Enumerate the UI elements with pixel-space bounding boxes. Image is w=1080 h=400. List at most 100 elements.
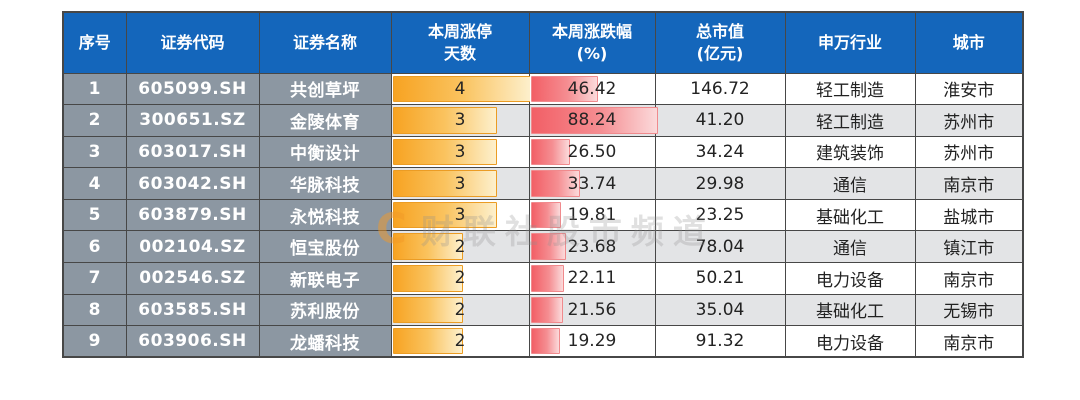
cell-industry: 通信	[784, 230, 916, 264]
column-header-market-cap: 总市值 (亿元)	[654, 11, 786, 74]
cell-seq: 8	[62, 293, 127, 327]
cell-limit-up-days: 3	[390, 104, 530, 137]
cell-name: 龙蟠科技	[258, 325, 392, 358]
cell-name: 共创草坪	[258, 72, 392, 106]
cell-name: 新联电子	[258, 262, 392, 295]
cell-market-cap: 29.98	[654, 167, 786, 200]
cell-name: 苏利股份	[258, 293, 392, 327]
table-row: 6 002104.SZ 恒宝股份 2 23.68 78.04 通信 镇江市	[62, 230, 1024, 264]
change-pct-data-bar	[530, 233, 566, 261]
days-data-bar	[392, 201, 498, 229]
cell-industry: 电力设备	[784, 325, 916, 358]
cell-city: 南京市	[914, 262, 1024, 295]
table-row: 5 603879.SH 永悦科技 3 19.81 23.25 基础化工 盐城市	[62, 198, 1024, 232]
cell-industry: 通信	[784, 167, 916, 200]
days-data-bar	[392, 233, 463, 261]
cell-code: 605099.SH	[125, 72, 260, 106]
cell-code: 002546.SZ	[125, 262, 260, 295]
cell-name: 恒宝股份	[258, 230, 392, 264]
cell-seq: 4	[62, 167, 127, 200]
limit-up-days-value: 3	[454, 141, 466, 162]
cell-week-change: 33.74	[528, 167, 656, 200]
cell-city: 淮安市	[914, 72, 1024, 106]
cell-market-cap: 35.04	[654, 293, 786, 327]
table-row: 3 603017.SH 中衡设计 3 26.50 34.24 建筑装饰 苏州市	[62, 135, 1024, 169]
days-data-bar	[392, 296, 463, 324]
cell-industry: 基础化工	[784, 198, 916, 232]
cell-seq: 1	[62, 72, 127, 106]
limit-up-days-value: 4	[454, 78, 466, 99]
cell-limit-up-days: 3	[390, 135, 530, 169]
table-row: 7 002546.SZ 新联电子 2 22.11 50.21 电力设备 南京市	[62, 262, 1024, 295]
cell-city: 盐城市	[914, 198, 1024, 232]
change-pct-data-bar	[530, 107, 658, 134]
cell-seq: 9	[62, 325, 127, 358]
week-change-value: 26.50	[567, 141, 617, 162]
cell-name: 中衡设计	[258, 135, 392, 169]
week-change-value: 21.56	[567, 299, 617, 320]
cell-limit-up-days: 2	[390, 293, 530, 327]
table-row: 1 605099.SH 共创草坪 4 46.42 146.72 轻工制造 淮安市	[62, 72, 1024, 106]
table-body: 1 605099.SH 共创草坪 4 46.42 146.72 轻工制造 淮安市…	[62, 72, 1024, 358]
cell-market-cap: 34.24	[654, 135, 786, 169]
cell-limit-up-days: 2	[390, 325, 530, 358]
limit-up-days-value: 2	[454, 299, 466, 320]
days-data-bar	[392, 107, 498, 134]
limit-up-days-value: 3	[454, 205, 466, 226]
cell-code: 603042.SH	[125, 167, 260, 200]
cell-market-cap: 23.25	[654, 198, 786, 232]
cell-seq: 2	[62, 104, 127, 137]
change-pct-data-bar	[530, 328, 560, 355]
cell-week-change: 26.50	[528, 135, 656, 169]
change-pct-data-bar	[530, 201, 561, 229]
header-row: 序号 证券代码 证券名称 本周涨停 天数 本周涨跌幅 (%) 总市值 (亿元) …	[62, 11, 1024, 74]
cell-limit-up-days: 3	[390, 198, 530, 232]
cell-industry: 轻工制造	[784, 72, 916, 106]
cell-industry: 基础化工	[784, 293, 916, 327]
week-change-value: 19.29	[567, 331, 617, 352]
table-row: 2 300651.SZ 金陵体育 3 88.24 41.20 轻工制造 苏州市	[62, 104, 1024, 137]
cell-market-cap: 91.32	[654, 325, 786, 358]
days-data-bar	[392, 328, 463, 355]
cell-name: 金陵体育	[258, 104, 392, 137]
cell-city: 无锡市	[914, 293, 1024, 327]
table-row: 4 603042.SH 华脉科技 3 33.74 29.98 通信 南京市	[62, 167, 1024, 200]
cell-seq: 5	[62, 198, 127, 232]
cell-code: 603585.SH	[125, 293, 260, 327]
cell-name: 华脉科技	[258, 167, 392, 200]
cell-seq: 6	[62, 230, 127, 264]
cell-limit-up-days: 2	[390, 262, 530, 295]
column-header-industry: 申万行业	[784, 11, 916, 74]
cell-week-change: 46.42	[528, 72, 656, 106]
limit-up-stocks-table: 序号 证券代码 证券名称 本周涨停 天数 本周涨跌幅 (%) 总市值 (亿元) …	[62, 11, 1024, 359]
week-change-value: 23.68	[567, 236, 617, 257]
cell-market-cap: 146.72	[654, 72, 786, 106]
limit-up-days-value: 3	[454, 173, 466, 194]
change-pct-data-bar	[530, 265, 564, 292]
week-change-value: 22.11	[567, 268, 617, 289]
week-change-value: 46.42	[567, 78, 617, 99]
change-pct-data-bar	[530, 138, 570, 166]
table-row: 8 603585.SH 苏利股份 2 21.56 35.04 基础化工 无锡市	[62, 293, 1024, 327]
limit-up-days-value: 3	[454, 110, 466, 131]
cell-code: 002104.SZ	[125, 230, 260, 264]
limit-up-days-value: 2	[454, 331, 466, 352]
days-data-bar	[392, 170, 498, 197]
days-data-bar	[392, 138, 498, 166]
week-change-value: 33.74	[567, 173, 617, 194]
cell-industry: 轻工制造	[784, 104, 916, 137]
column-header-limit-up-days: 本周涨停 天数	[390, 11, 530, 74]
cell-limit-up-days: 4	[390, 72, 532, 106]
limit-up-days-value: 2	[454, 236, 466, 257]
cell-city: 南京市	[914, 167, 1024, 200]
cell-code: 300651.SZ	[125, 104, 260, 137]
cell-limit-up-days: 3	[390, 167, 530, 200]
week-change-value: 19.81	[567, 205, 617, 226]
change-pct-data-bar	[530, 296, 563, 324]
cell-name: 永悦科技	[258, 198, 392, 232]
cell-industry: 电力设备	[784, 262, 916, 295]
cell-market-cap: 41.20	[654, 104, 786, 137]
cell-week-change: 23.68	[528, 230, 656, 264]
cell-week-change: 21.56	[528, 293, 656, 327]
